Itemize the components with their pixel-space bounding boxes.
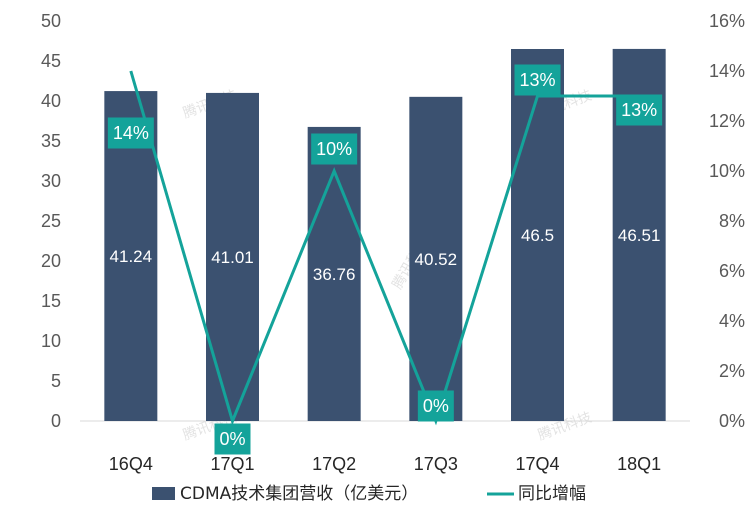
pct-label-17Q4: 13% [514,64,561,96]
right-axis-tick: 12% [709,111,745,131]
legend: CDMA技术集团营收（亿美元） 同比增幅 [152,484,586,504]
left-axis-tick: 50 [41,11,61,31]
pct-label-box [616,94,663,126]
legend-bar-swatch [152,487,175,500]
category-label: 18Q1 [617,454,661,474]
left-axis: 0 5 10 15 20 25 30 35 40 45 50 [41,11,61,431]
bar-value-label: 40.52 [415,250,458,269]
bars [104,48,666,422]
left-axis-tick: 10 [41,331,61,351]
left-axis-tick: 35 [41,131,61,151]
pct-label-box [214,423,251,455]
pct-label-17Q3: 0% [417,390,454,422]
pct-label-text: 0% [423,396,449,416]
bar-value-label: 41.01 [211,248,254,267]
right-axis: 0% 2% 4% 6% 8% 10% 12% 14% 16% [709,11,745,431]
bar-labels: 41.24 41.01 36.76 40.52 46.5 46.51 [110,226,661,284]
pct-label-text: 13% [519,70,555,90]
right-axis-tick: 8% [719,211,745,231]
category-label: 17Q4 [515,454,559,474]
legend-line-label: 同比增幅 [518,484,586,504]
left-axis-tick: 15 [41,291,61,311]
left-axis-tick: 40 [41,91,61,111]
pct-label-text: 13% [621,100,657,120]
pct-label-text: 10% [316,139,352,159]
left-axis-tick: 30 [41,171,61,191]
right-axis-tick: 4% [719,311,745,331]
pct-label-box [417,390,454,422]
pct-label-18Q1: 13% [616,94,663,126]
right-axis-tick: 0% [719,411,745,431]
bar-17Q1 [206,92,259,422]
pct-labels: 14% 0% 10% 0% 13% 13% [107,64,663,455]
bar-value-label: 46.51 [618,226,661,245]
bar-17Q4 [511,49,564,421]
left-axis-tick: 25 [41,211,61,231]
category-labels: 16Q4 17Q1 17Q2 17Q3 17Q4 18Q1 [109,454,661,474]
left-axis-tick: 0 [51,411,61,431]
category-label: 17Q1 [210,454,254,474]
left-axis-tick: 20 [41,251,61,271]
category-label: 17Q2 [312,454,356,474]
pct-label-text: 14% [113,123,149,143]
category-label: 17Q3 [414,454,458,474]
pct-label-text: 0% [219,429,245,449]
pct-label-16Q4: 14% [107,117,154,149]
bar-value-label: 36.76 [313,265,356,284]
right-axis-tick: 2% [719,361,745,381]
right-axis-tick: 14% [709,61,745,81]
bar-value-label: 46.5 [521,226,554,245]
pct-label-box [514,64,561,96]
right-axis-tick: 10% [709,161,745,181]
bar-value-label: 41.24 [110,247,153,266]
growth-line [129,70,640,426]
pct-label-17Q1: 0% [214,423,251,455]
bar-17Q2 [307,126,361,422]
pct-label-17Q2: 10% [311,133,358,165]
pct-label-box [311,133,358,165]
right-axis-tick: 6% [719,261,745,281]
legend-bar-label: CDMA技术集团营收（亿美元） [180,484,418,504]
pct-label-box [107,117,154,149]
left-axis-tick: 45 [41,51,61,71]
left-axis-tick: 5 [51,371,61,391]
line-series [129,70,640,426]
right-axis-tick: 16% [709,11,745,31]
category-label: 16Q4 [109,454,153,474]
